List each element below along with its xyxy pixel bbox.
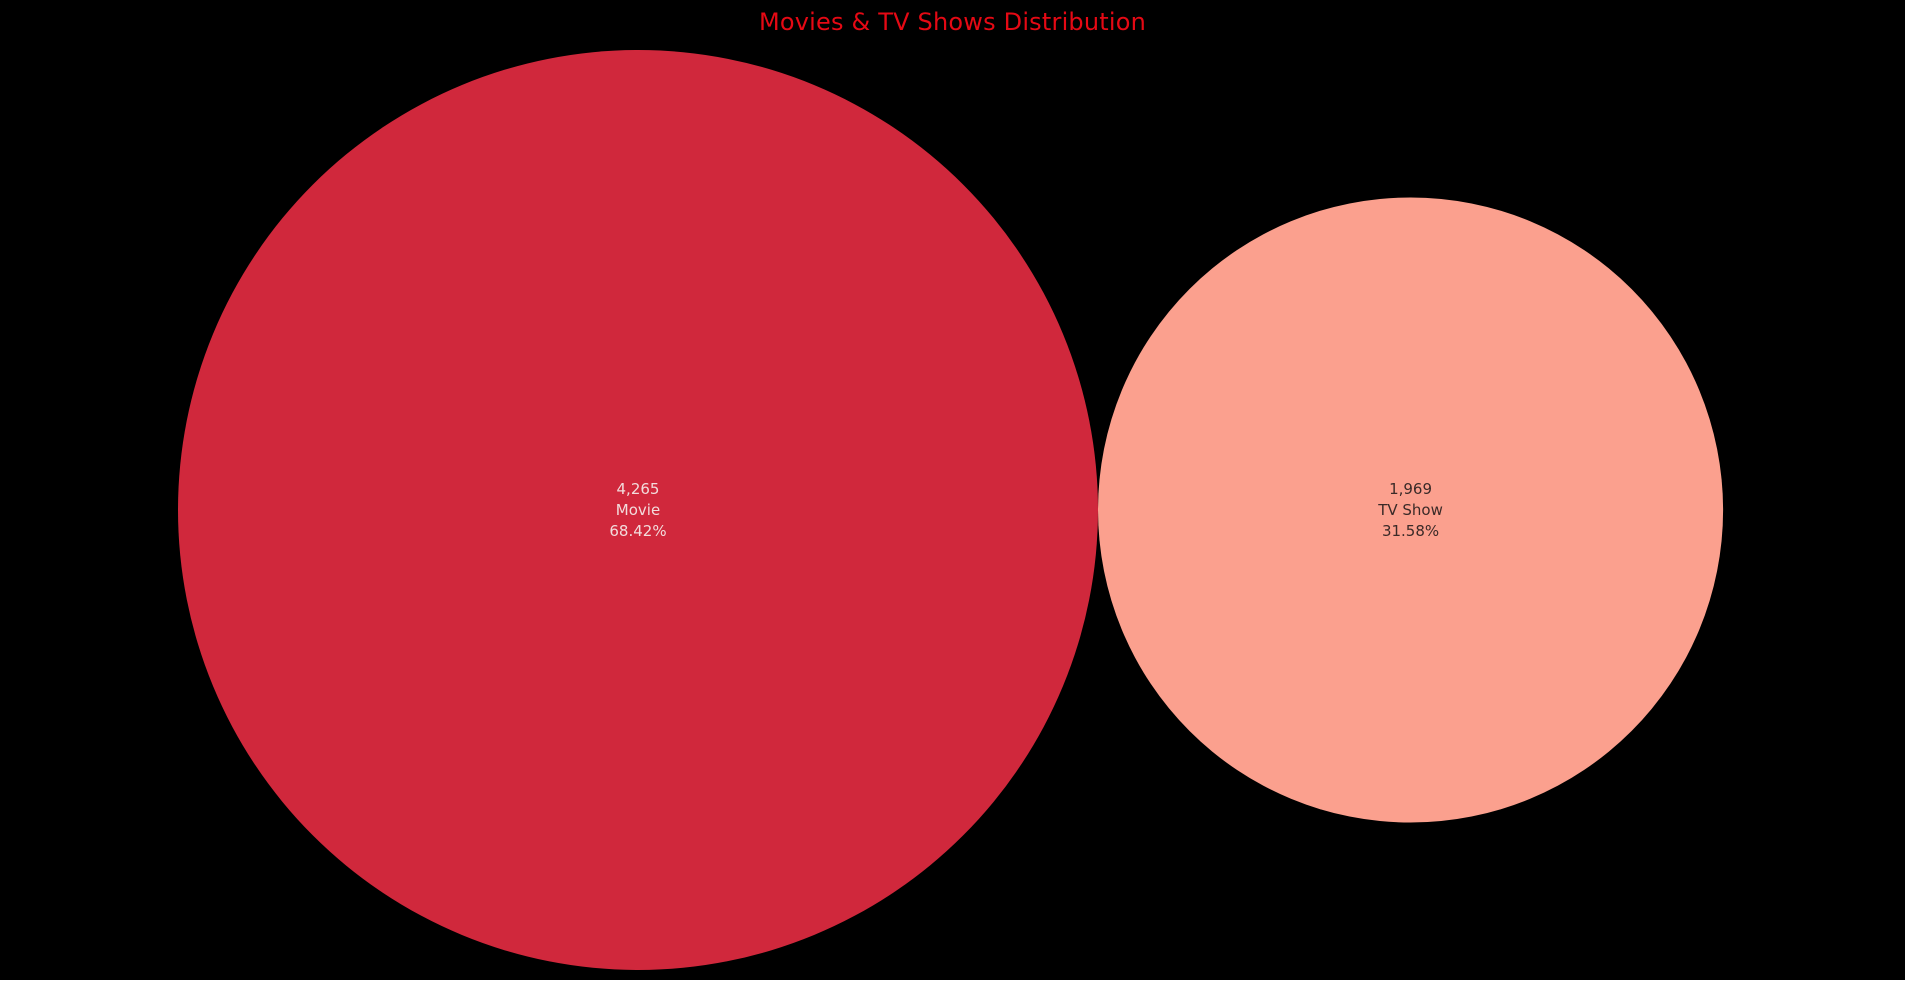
bubble-category-label: Movie [616,501,660,519]
bubble-value-label: 4,265 [617,480,660,498]
bubble-category-label: TV Show [1377,501,1443,519]
chart-title: Movies & TV Shows Distribution [758,8,1147,36]
bubble-percent-label: 68.42% [609,522,666,540]
bubble-circle[interactable] [178,50,1098,970]
bubble-value-label: 1,969 [1389,480,1432,498]
bubble-percent-label: 31.58% [1382,522,1439,540]
bubble-circle[interactable] [1098,197,1724,823]
bubble-tv-show[interactable]: 1,969 TV Show 31.58% [1098,197,1724,823]
bubble-movie[interactable]: 4,265 Movie 68.42% [178,50,1098,970]
